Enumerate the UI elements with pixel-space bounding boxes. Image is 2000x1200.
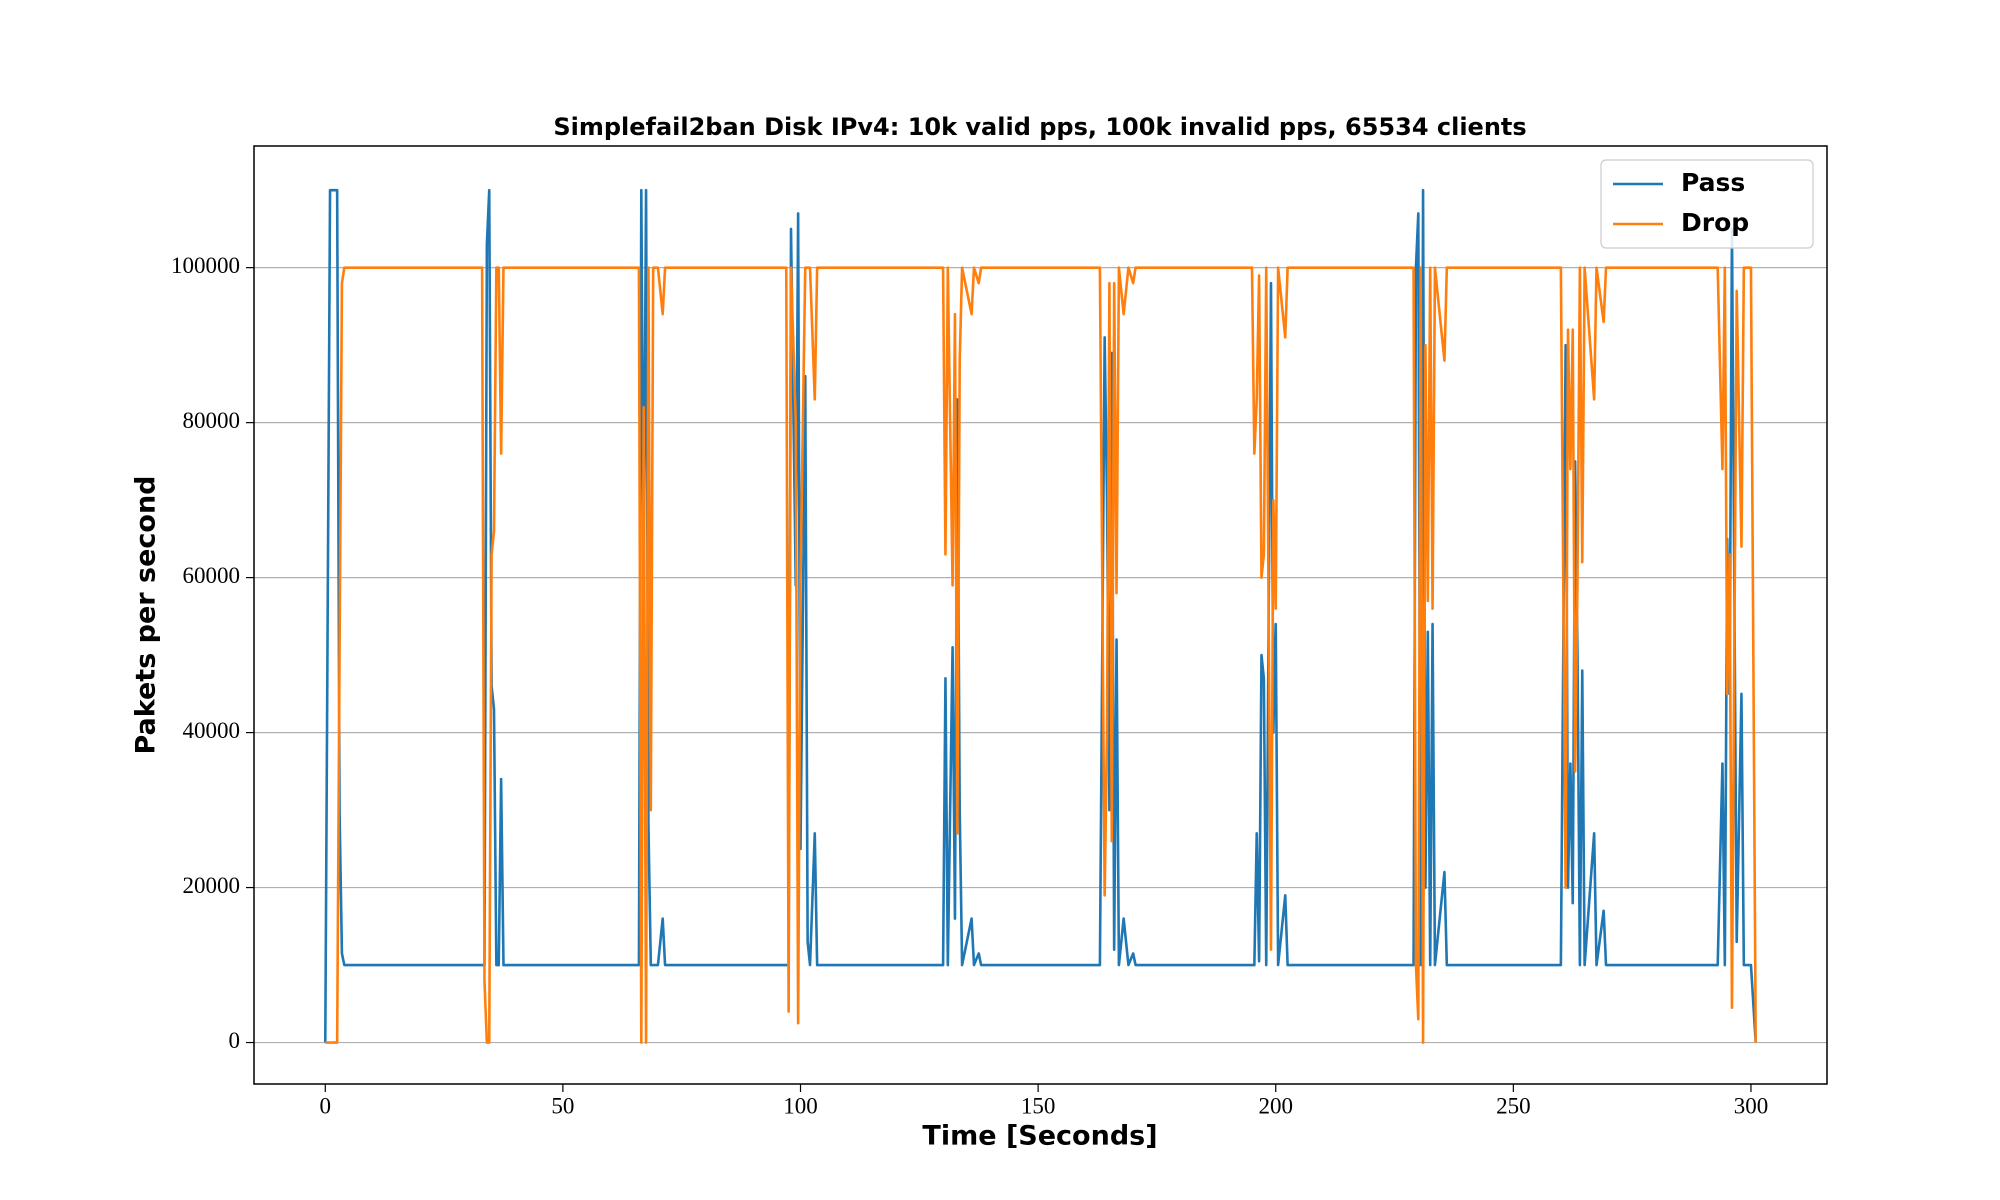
legend-label: Drop — [1681, 208, 1749, 237]
series-line — [323, 188, 1758, 1043]
x-tick-label: 50 — [551, 1093, 574, 1118]
legend: Pass Drop — [1600, 159, 1814, 249]
x-tick-label: 200 — [1258, 1093, 1293, 1118]
y-tick-label: 100000 — [171, 253, 240, 278]
y-axis-label: Pakets per second — [131, 475, 162, 754]
x-tick-label: 150 — [1021, 1093, 1056, 1118]
legend-label: Pass — [1681, 168, 1745, 197]
legend-box — [1600, 159, 1814, 249]
chart-title: Simplefail2ban Disk IPv4: 10k valid pps,… — [553, 113, 1526, 141]
y-tick-label: 60000 — [183, 563, 241, 588]
y-tick-label: 0 — [229, 1028, 241, 1053]
y-tick-label: 40000 — [183, 718, 241, 743]
x-tick-label: 100 — [783, 1093, 818, 1118]
y-tick-label: 20000 — [183, 873, 241, 898]
x-tick-label: 0 — [320, 1093, 332, 1118]
x-tick-label: 250 — [1496, 1093, 1531, 1118]
x-tick-label: 300 — [1734, 1093, 1769, 1118]
plot-frame — [253, 145, 1828, 1085]
x-axis-label: Time [Seconds] — [922, 1121, 1157, 1152]
series-line — [325, 266, 1758, 1044]
y-tick-label: 80000 — [183, 408, 241, 433]
